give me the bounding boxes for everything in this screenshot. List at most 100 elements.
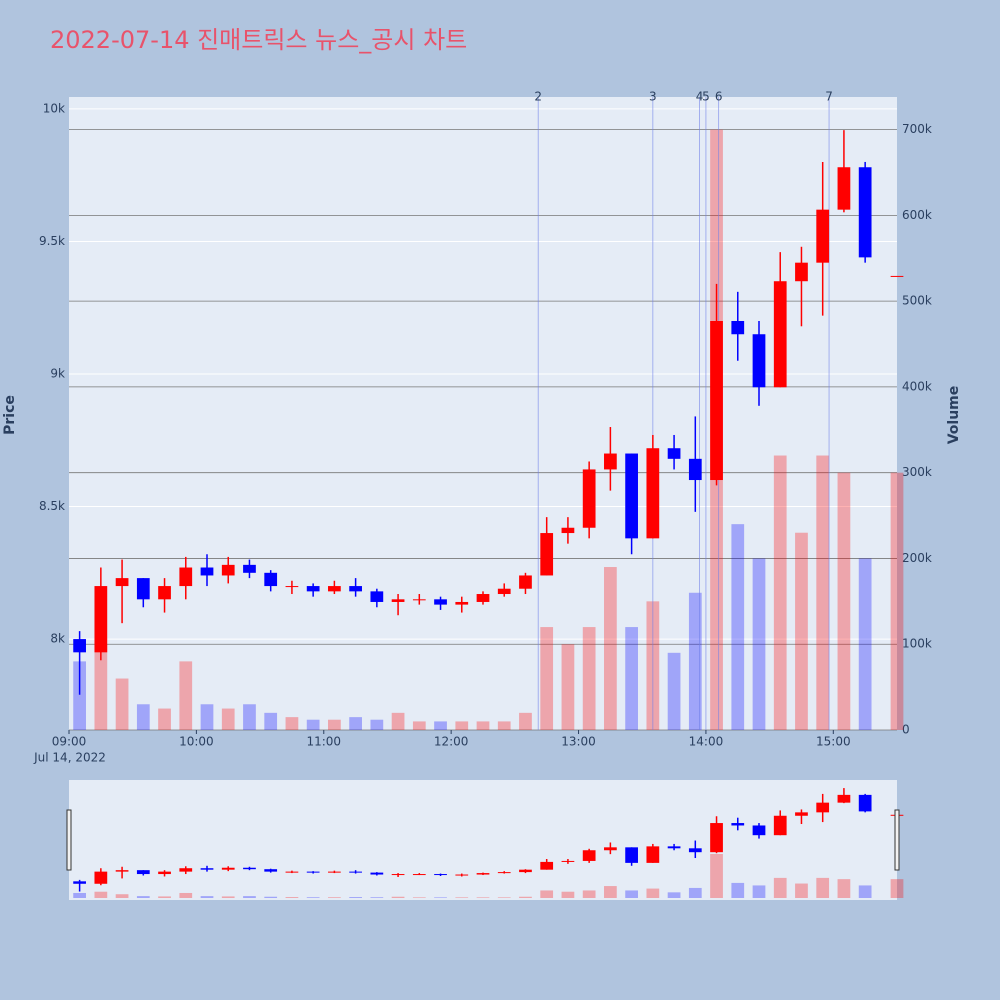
mini-volume-bar bbox=[264, 896, 278, 898]
mini-volume-bar bbox=[349, 897, 362, 898]
mini-candle-body bbox=[604, 847, 617, 851]
plot-area bbox=[69, 97, 897, 730]
volume-bar bbox=[73, 661, 86, 730]
mini-volume-bar bbox=[136, 896, 150, 898]
volume-bar bbox=[561, 644, 575, 730]
mini-candle-body bbox=[561, 860, 575, 862]
mini-volume-bar bbox=[731, 882, 745, 898]
volume-bar bbox=[858, 558, 872, 730]
volume-bar bbox=[752, 558, 766, 730]
mini-candle-body bbox=[688, 848, 702, 853]
candle-body bbox=[306, 586, 320, 592]
mini-volume-bar bbox=[412, 897, 426, 898]
volume-bar bbox=[837, 472, 851, 730]
news-label: 6 bbox=[715, 90, 723, 104]
mini-candle-body bbox=[837, 794, 851, 803]
x-tick-label: 12:00 bbox=[434, 735, 469, 749]
candle-body bbox=[179, 567, 193, 587]
mini-volume-bar bbox=[94, 891, 108, 898]
candle-body bbox=[710, 320, 723, 481]
volume-bar bbox=[285, 717, 299, 730]
mini-candle-body bbox=[773, 815, 787, 836]
candle-body bbox=[540, 533, 554, 576]
candle-body bbox=[328, 586, 341, 592]
chart-title: 2022-07-14 진매트릭스 뉴스_공시 차트 bbox=[50, 26, 467, 54]
volume-bar bbox=[136, 704, 150, 730]
mini-volume-bar bbox=[816, 877, 830, 898]
mini-candle-body bbox=[752, 825, 766, 836]
candle-body bbox=[285, 586, 299, 588]
candle-body bbox=[264, 572, 278, 587]
candle-body bbox=[667, 448, 681, 459]
y2-tick-label: 300k bbox=[902, 465, 932, 479]
y-tick-label: 8k bbox=[50, 632, 65, 646]
volume-bar bbox=[890, 472, 904, 730]
mini-candle-body bbox=[434, 874, 447, 876]
y-tick-label: 8.5k bbox=[39, 499, 65, 513]
volume-bar bbox=[604, 567, 617, 730]
mini-candle-body bbox=[646, 846, 660, 863]
mini-candle-body bbox=[497, 872, 511, 874]
mini-candle-body bbox=[540, 861, 554, 870]
candle-body bbox=[890, 275, 904, 277]
volume-bar bbox=[94, 644, 108, 730]
volume-bar bbox=[412, 721, 426, 730]
mini-candle-body bbox=[264, 869, 278, 872]
mini-candle-body bbox=[221, 867, 235, 870]
range-handle[interactable] bbox=[66, 809, 72, 871]
mini-candle-body bbox=[476, 873, 490, 875]
candle-body bbox=[200, 567, 214, 576]
mini-volume-bar bbox=[582, 890, 596, 898]
news-label: 4 bbox=[696, 90, 704, 104]
candle-body bbox=[582, 469, 596, 528]
volume-bar bbox=[200, 704, 214, 730]
x-tick-label: 09:00 bbox=[52, 735, 87, 749]
mini-volume-bar bbox=[710, 853, 723, 898]
volume-bar bbox=[688, 592, 702, 730]
candle-body bbox=[412, 599, 426, 601]
y-tick-label: 10k bbox=[43, 101, 65, 115]
candle-body bbox=[646, 448, 660, 539]
mini-volume-bar bbox=[890, 879, 904, 898]
mini-candle-body bbox=[858, 794, 872, 812]
mini-candle-body bbox=[243, 867, 256, 870]
news-label: 2 bbox=[534, 90, 542, 104]
volume-bar bbox=[497, 721, 511, 730]
candle-body bbox=[221, 564, 235, 576]
range-slider[interactable] bbox=[69, 780, 897, 900]
mini-candle-body bbox=[94, 871, 108, 884]
mini-volume-bar bbox=[476, 897, 490, 898]
mini-volume-bar bbox=[667, 892, 681, 898]
y2-tick-label: 0 bbox=[902, 723, 910, 737]
mini-candle-body bbox=[306, 871, 320, 873]
x-tick-label: 13:00 bbox=[561, 735, 596, 749]
candle-body bbox=[773, 281, 787, 388]
candle-body bbox=[391, 599, 405, 602]
mini-candle-body bbox=[349, 871, 362, 873]
mini-volume-bar bbox=[625, 890, 638, 898]
volume-bar bbox=[731, 524, 745, 730]
mini-volume-bar bbox=[179, 892, 193, 898]
mini-volume-bar bbox=[519, 896, 532, 898]
mini-candle-body bbox=[370, 872, 384, 875]
candle-body bbox=[752, 334, 766, 388]
mini-candle-body bbox=[328, 871, 341, 873]
y2-tick-label: 700k bbox=[902, 122, 932, 136]
volume-bar bbox=[158, 708, 171, 730]
candle-body bbox=[561, 527, 575, 534]
volume-bar bbox=[540, 627, 554, 730]
mini-candle-body bbox=[795, 812, 808, 816]
mini-candle-body bbox=[455, 874, 469, 876]
candle-body bbox=[837, 167, 851, 210]
y2-tick-label: 600k bbox=[902, 208, 932, 222]
candle-body bbox=[858, 167, 872, 258]
range-handle[interactable] bbox=[894, 809, 900, 871]
mini-candle-body bbox=[731, 823, 745, 826]
mini-candle-body bbox=[391, 874, 405, 876]
volume-bar bbox=[179, 661, 193, 730]
y2-tick-label: 400k bbox=[902, 379, 932, 393]
mini-volume-bar bbox=[221, 896, 235, 898]
volume-bar bbox=[816, 455, 830, 730]
mini-volume-bar bbox=[370, 897, 384, 898]
